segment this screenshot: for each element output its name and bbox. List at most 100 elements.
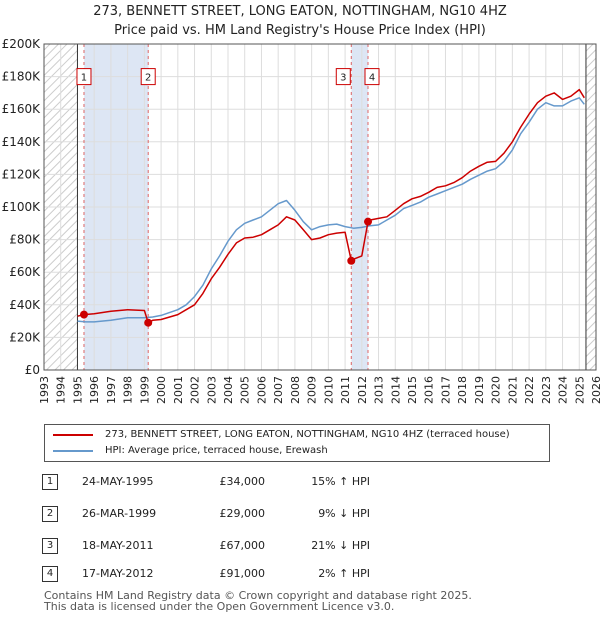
y-tick-label: £140K xyxy=(2,135,42,149)
sale-box-4: 4 xyxy=(364,68,380,86)
legend-swatch-hpi xyxy=(53,450,93,452)
x-tick-label: 2007 xyxy=(272,376,285,404)
legend-item-hpi: HPI: Average price, terraced house, Erew… xyxy=(53,443,328,459)
x-tick-label: 2003 xyxy=(205,376,218,404)
x-tick-label: 1995 xyxy=(71,376,84,404)
x-tick-label: 2024 xyxy=(557,376,570,404)
sale-date: 17-MAY-2012 xyxy=(82,567,154,580)
sale-point-1 xyxy=(79,310,88,319)
x-tick-label: 1993 xyxy=(38,376,51,404)
sale-row: 3 18-MAY-2011 £67,000 21% ↓ HPI xyxy=(0,536,600,556)
y-tick-label: £120K xyxy=(2,167,42,181)
y-tick-label: £180K xyxy=(2,70,42,84)
footer-line-1: Contains HM Land Registry data © Crown c… xyxy=(44,589,472,602)
x-tick-label: 2015 xyxy=(406,376,419,404)
x-tick-label: 2011 xyxy=(339,376,352,404)
y-tick-label: £20K xyxy=(9,330,41,344)
y-tick-label: £100K xyxy=(2,200,42,214)
sale-date: 18-MAY-2011 xyxy=(82,539,154,552)
sale-price: £67,000 xyxy=(219,539,266,552)
sale-price: £34,000 xyxy=(219,475,266,488)
x-tick-label: 2022 xyxy=(523,376,536,404)
sale-box-label: 2 xyxy=(145,73,151,84)
x-tick-label: 2017 xyxy=(439,376,452,404)
legend-item-property: 273, BENNETT STREET, LONG EATON, NOTTING… xyxy=(53,427,510,443)
sale-row: 1 24-MAY-1995 £34,000 15% ↑ HPI xyxy=(0,472,600,492)
x-tick-label: 2006 xyxy=(255,376,268,404)
legend-label-property: 273, BENNETT STREET, LONG EATON, NOTTING… xyxy=(105,429,510,440)
sale-point-3 xyxy=(347,256,356,265)
x-tick-label: 2005 xyxy=(239,376,252,404)
footer-attribution: Contains HM Land Registry data © Crown c… xyxy=(44,590,472,612)
sale-hpi-change: 15% ↑ HPI xyxy=(311,475,370,488)
x-tick-label: 2020 xyxy=(490,376,503,404)
x-tick-label: 2000 xyxy=(155,376,168,404)
x-tick-label: 1994 xyxy=(55,376,68,404)
sale-box-2: 2 xyxy=(140,68,156,86)
sale-box-frame xyxy=(364,68,380,86)
sale-row: 2 26-MAR-1999 £29,000 9% ↓ HPI xyxy=(0,504,600,524)
y-tick-label: £80K xyxy=(9,233,41,247)
x-tick-label: 2012 xyxy=(356,376,369,404)
sale-box-1: 1 xyxy=(76,68,92,86)
sale-number-badge: 1 xyxy=(42,474,58,490)
x-tick-label: 2023 xyxy=(540,376,553,404)
x-tick-label: 2009 xyxy=(306,376,319,404)
x-tick-label: 1998 xyxy=(122,376,135,404)
y-tick-label: £40K xyxy=(9,298,41,312)
sale-row: 4 17-MAY-2012 £91,000 2% ↑ HPI xyxy=(0,564,600,584)
x-tick-label: 2018 xyxy=(456,376,469,404)
sale-point-markers xyxy=(79,217,373,327)
y-axis-tick-labels: £0 £20K £40K £60K £80K £100K £120K £140K £160K £1… xyxy=(2,37,42,377)
plot-border xyxy=(43,43,597,371)
sale-number-badge: 4 xyxy=(42,566,58,582)
sale-box-frame xyxy=(76,68,92,86)
sale-box-frame xyxy=(335,68,351,86)
x-axis-tick-labels: 1993 1994 1995 1996 1997 1998 1999 2000 2001 2002… xyxy=(38,376,600,404)
x-tick-label: 2004 xyxy=(222,376,235,404)
y-tick-label: £160K xyxy=(2,102,42,116)
x-tick-label: 2014 xyxy=(389,376,402,404)
sale-date: 26-MAR-1999 xyxy=(82,507,157,520)
sale-point-4 xyxy=(364,217,373,226)
series-lines xyxy=(77,88,585,324)
x-tick-label: 2021 xyxy=(506,376,519,404)
chart-legend: 273, BENNETT STREET, LONG EATON, NOTTING… xyxy=(44,424,550,462)
sale-box-label: 1 xyxy=(81,73,87,84)
title-line-1: 273, BENNETT STREET, LONG EATON, NOTTING… xyxy=(93,4,507,19)
sale-number-badge: 2 xyxy=(42,506,58,522)
sale-date: 24-MAY-1995 xyxy=(82,475,154,488)
sale-box-label: 4 xyxy=(369,73,375,84)
x-tick-label: 1997 xyxy=(105,376,118,404)
x-tick-label: 2002 xyxy=(189,376,202,404)
sale-hpi-change: 2% ↑ HPI xyxy=(318,567,370,580)
legend-label-hpi: HPI: Average price, terraced house, Erew… xyxy=(105,445,328,456)
sale-hpi-change: 21% ↓ HPI xyxy=(311,539,370,552)
x-tick-label: 2008 xyxy=(289,376,302,404)
x-tick-label: 2016 xyxy=(423,376,436,404)
x-tick-label: 2001 xyxy=(172,376,185,404)
sale-box-frame xyxy=(140,68,156,86)
footer-line-2: This data is licensed under the Open Gov… xyxy=(44,600,395,613)
property-price-line xyxy=(77,88,585,324)
x-tick-label: 1999 xyxy=(138,376,151,404)
x-tick-label: 1996 xyxy=(88,376,101,404)
title-line-2: Price paid vs. HM Land Registry's House … xyxy=(114,23,486,38)
sale-point-2 xyxy=(144,318,153,327)
x-tick-label: 2013 xyxy=(373,376,386,404)
sale-number-boxes: 1 2 3 4 xyxy=(76,68,380,86)
y-tick-label: £60K xyxy=(9,265,41,279)
chart-title: 273, BENNETT STREET, LONG EATON, NOTTING… xyxy=(0,2,600,40)
y-tick-label: £200K xyxy=(2,37,42,51)
x-tick-label: 2025 xyxy=(573,376,586,404)
y-tick-label: £0 xyxy=(25,363,40,377)
legend-swatch-property xyxy=(53,434,93,436)
sale-box-label: 3 xyxy=(340,73,346,84)
x-tick-label: 2010 xyxy=(322,376,335,404)
sale-box-3: 3 xyxy=(335,68,351,86)
price-chart: 1 2 3 4 £0 £20K £40K £60K £80K £100K £120K £140K £1… xyxy=(2,37,600,404)
sale-price: £91,000 xyxy=(219,567,266,580)
sale-hpi-change: 9% ↓ HPI xyxy=(318,507,370,520)
x-tick-label: 2019 xyxy=(473,376,486,404)
sale-number-badge: 3 xyxy=(42,538,58,554)
